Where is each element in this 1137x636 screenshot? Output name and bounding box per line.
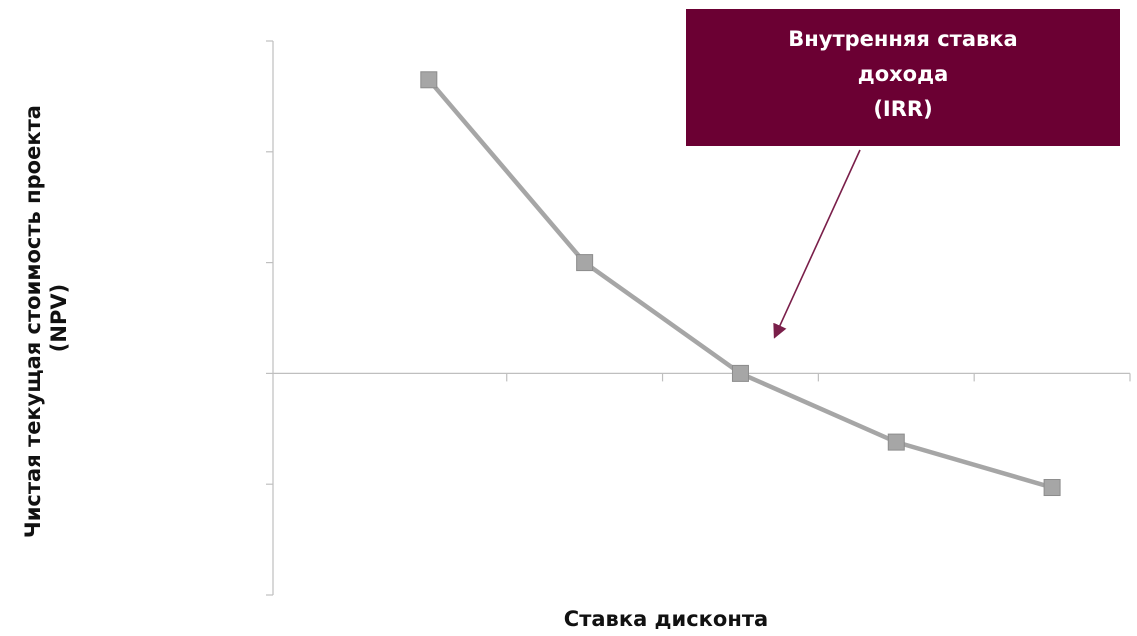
irr-callout-line-3: (IRR) — [873, 97, 932, 121]
irr-callout: Внутренняя ставка дохода (IRR) — [686, 9, 1120, 146]
data-point-marker — [1043, 479, 1061, 497]
axes-layer — [266, 40, 1131, 596]
irr-callout-box — [686, 9, 1120, 146]
irr-callout-arrow — [773, 149, 861, 339]
y-axis-title-line-2: (NPV) — [47, 284, 71, 352]
data-point-marker — [731, 364, 749, 382]
y-axis-title-line-1: Чистая текущая стоимость проекта — [21, 105, 45, 538]
data-point-marker — [576, 254, 594, 272]
irr-callout-line-1: Внутренняя ставка — [788, 27, 1017, 51]
y-axis-title: Чистая текущая стоимость проекта (NPV) — [21, 98, 71, 539]
data-point-marker — [420, 71, 438, 89]
data-point-marker — [887, 433, 905, 451]
irr-callout-line-2: дохода — [858, 62, 949, 86]
markers-layer — [420, 71, 1061, 497]
x-axis-title: Ставка дисконта — [564, 607, 768, 631]
